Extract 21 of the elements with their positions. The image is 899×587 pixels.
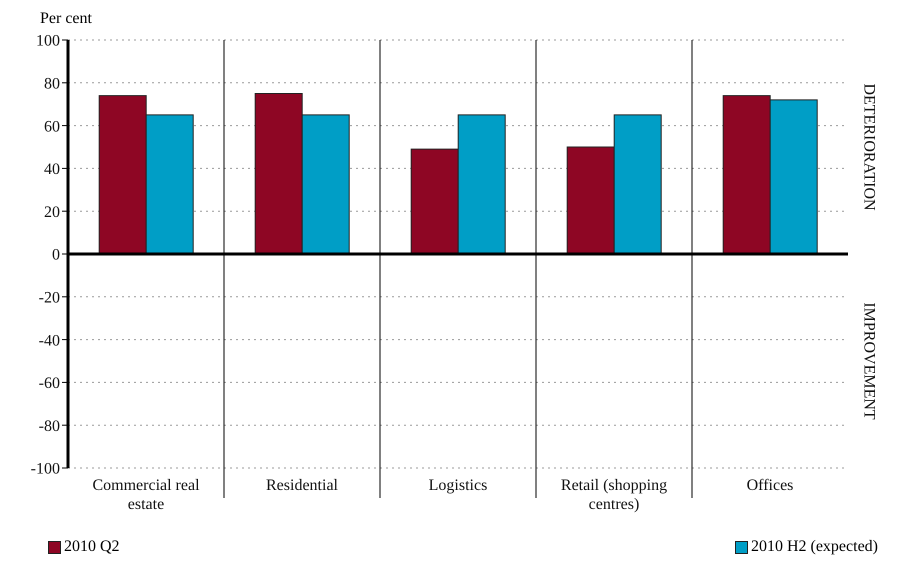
- y-axis-title: Per cent: [40, 10, 92, 28]
- y-tick-label: -100: [30, 460, 60, 478]
- y-tick-label: -60: [38, 375, 60, 392]
- text: DETERIORATION: [860, 83, 878, 211]
- x-tick-label: Offices: [746, 477, 794, 494]
- legend-label: 2010 Q2: [63, 538, 120, 556]
- y-tick-label: 0: [52, 246, 60, 264]
- legend-label: 2010 H2 (expected): [750, 538, 878, 556]
- x-tick-label: Commercial real estate: [92, 477, 200, 513]
- y-tick-label: 20: [44, 204, 60, 221]
- y-tick-label: -40: [38, 332, 60, 350]
- text: IMPROVEMENT: [860, 302, 878, 420]
- y-tick-label: 40: [44, 161, 60, 178]
- x-tick-label: Logistics: [428, 477, 488, 494]
- y-tick-label: 60: [44, 118, 60, 136]
- y-tick-label: -80: [38, 418, 60, 435]
- x-tick-label: Residential: [266, 477, 339, 494]
- x-tick-label: Retail (shopping centres): [560, 477, 668, 513]
- y-tick-label: 80: [44, 75, 60, 92]
- y-tick-label: -20: [38, 289, 60, 306]
- y-tick-label: 100: [36, 32, 60, 50]
